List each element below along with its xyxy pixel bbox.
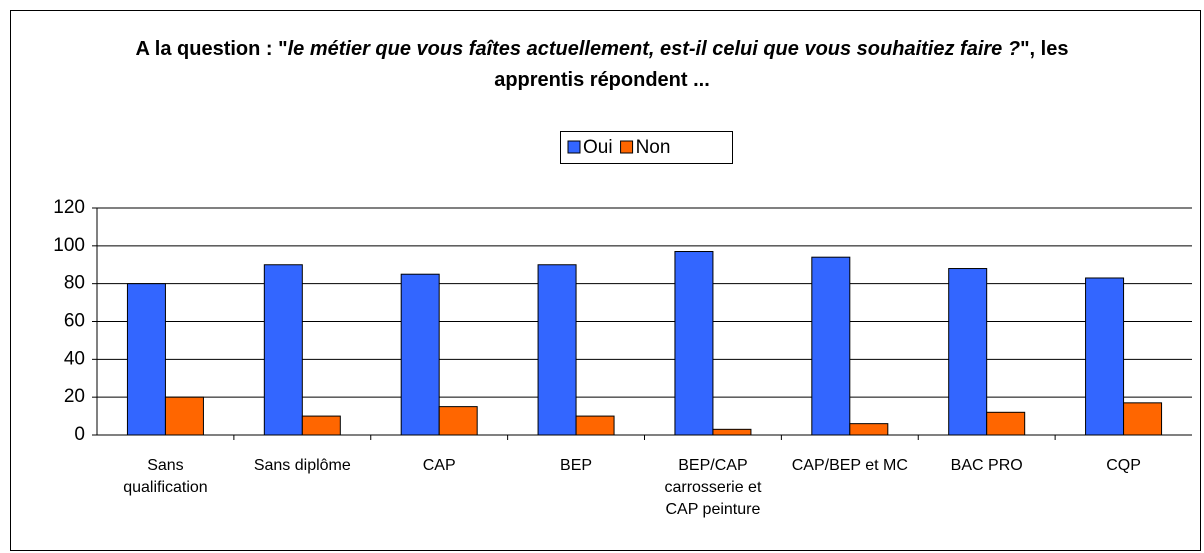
y-tick-label: 40: [64, 348, 85, 369]
title-part: ", les apprentis répondent ...: [494, 38, 1069, 91]
x-tick-label: CQP: [1106, 457, 1141, 474]
title-part: le métier que vous faîtes actuellement, …: [287, 38, 1021, 60]
x-tick-label: BAC PRO: [950, 457, 1023, 474]
x-tick-label: BEP: [560, 457, 593, 474]
x-tick-label: Sans diplôme: [253, 457, 351, 474]
y-tick-label: 20: [64, 386, 85, 407]
y-tick-label: 60: [64, 311, 85, 332]
y-tick-label: 0: [74, 424, 85, 445]
bar: [849, 423, 889, 436]
chart-frame: [10, 10, 1201, 551]
bar: [263, 264, 303, 436]
legend-swatch: [567, 140, 581, 154]
bar: [712, 428, 752, 436]
legend-swatch: [620, 140, 634, 154]
bar: [164, 396, 204, 436]
bar: [674, 251, 714, 436]
legend-label: Non: [636, 137, 671, 158]
y-tick-label: 120: [53, 197, 85, 218]
x-tick-label: CAP/BEP et MC: [791, 457, 908, 474]
bar: [1123, 402, 1163, 436]
x-tick-label: BEP/CAP carrosserie et CAP peinture: [664, 457, 762, 518]
y-tick-label: 80: [64, 273, 85, 294]
bar: [948, 268, 988, 436]
bar: [986, 411, 1026, 436]
x-tick-label: CAP: [422, 457, 456, 474]
title-part: A la question : ": [135, 38, 288, 60]
y-tick-label: 100: [53, 235, 85, 256]
x-tick-label: Sans qualification: [123, 457, 208, 496]
legend-label: Oui: [583, 137, 613, 158]
bar: [575, 415, 615, 436]
bar: [438, 406, 478, 436]
bar: [811, 256, 851, 436]
bar: [537, 264, 577, 436]
bar: [400, 273, 440, 436]
legend-box: [560, 131, 733, 164]
bar: [126, 283, 166, 436]
chart-title: A la question : "le métier que vous faît…: [112, 34, 1092, 96]
bar: [1085, 277, 1125, 436]
bar: [301, 415, 341, 436]
